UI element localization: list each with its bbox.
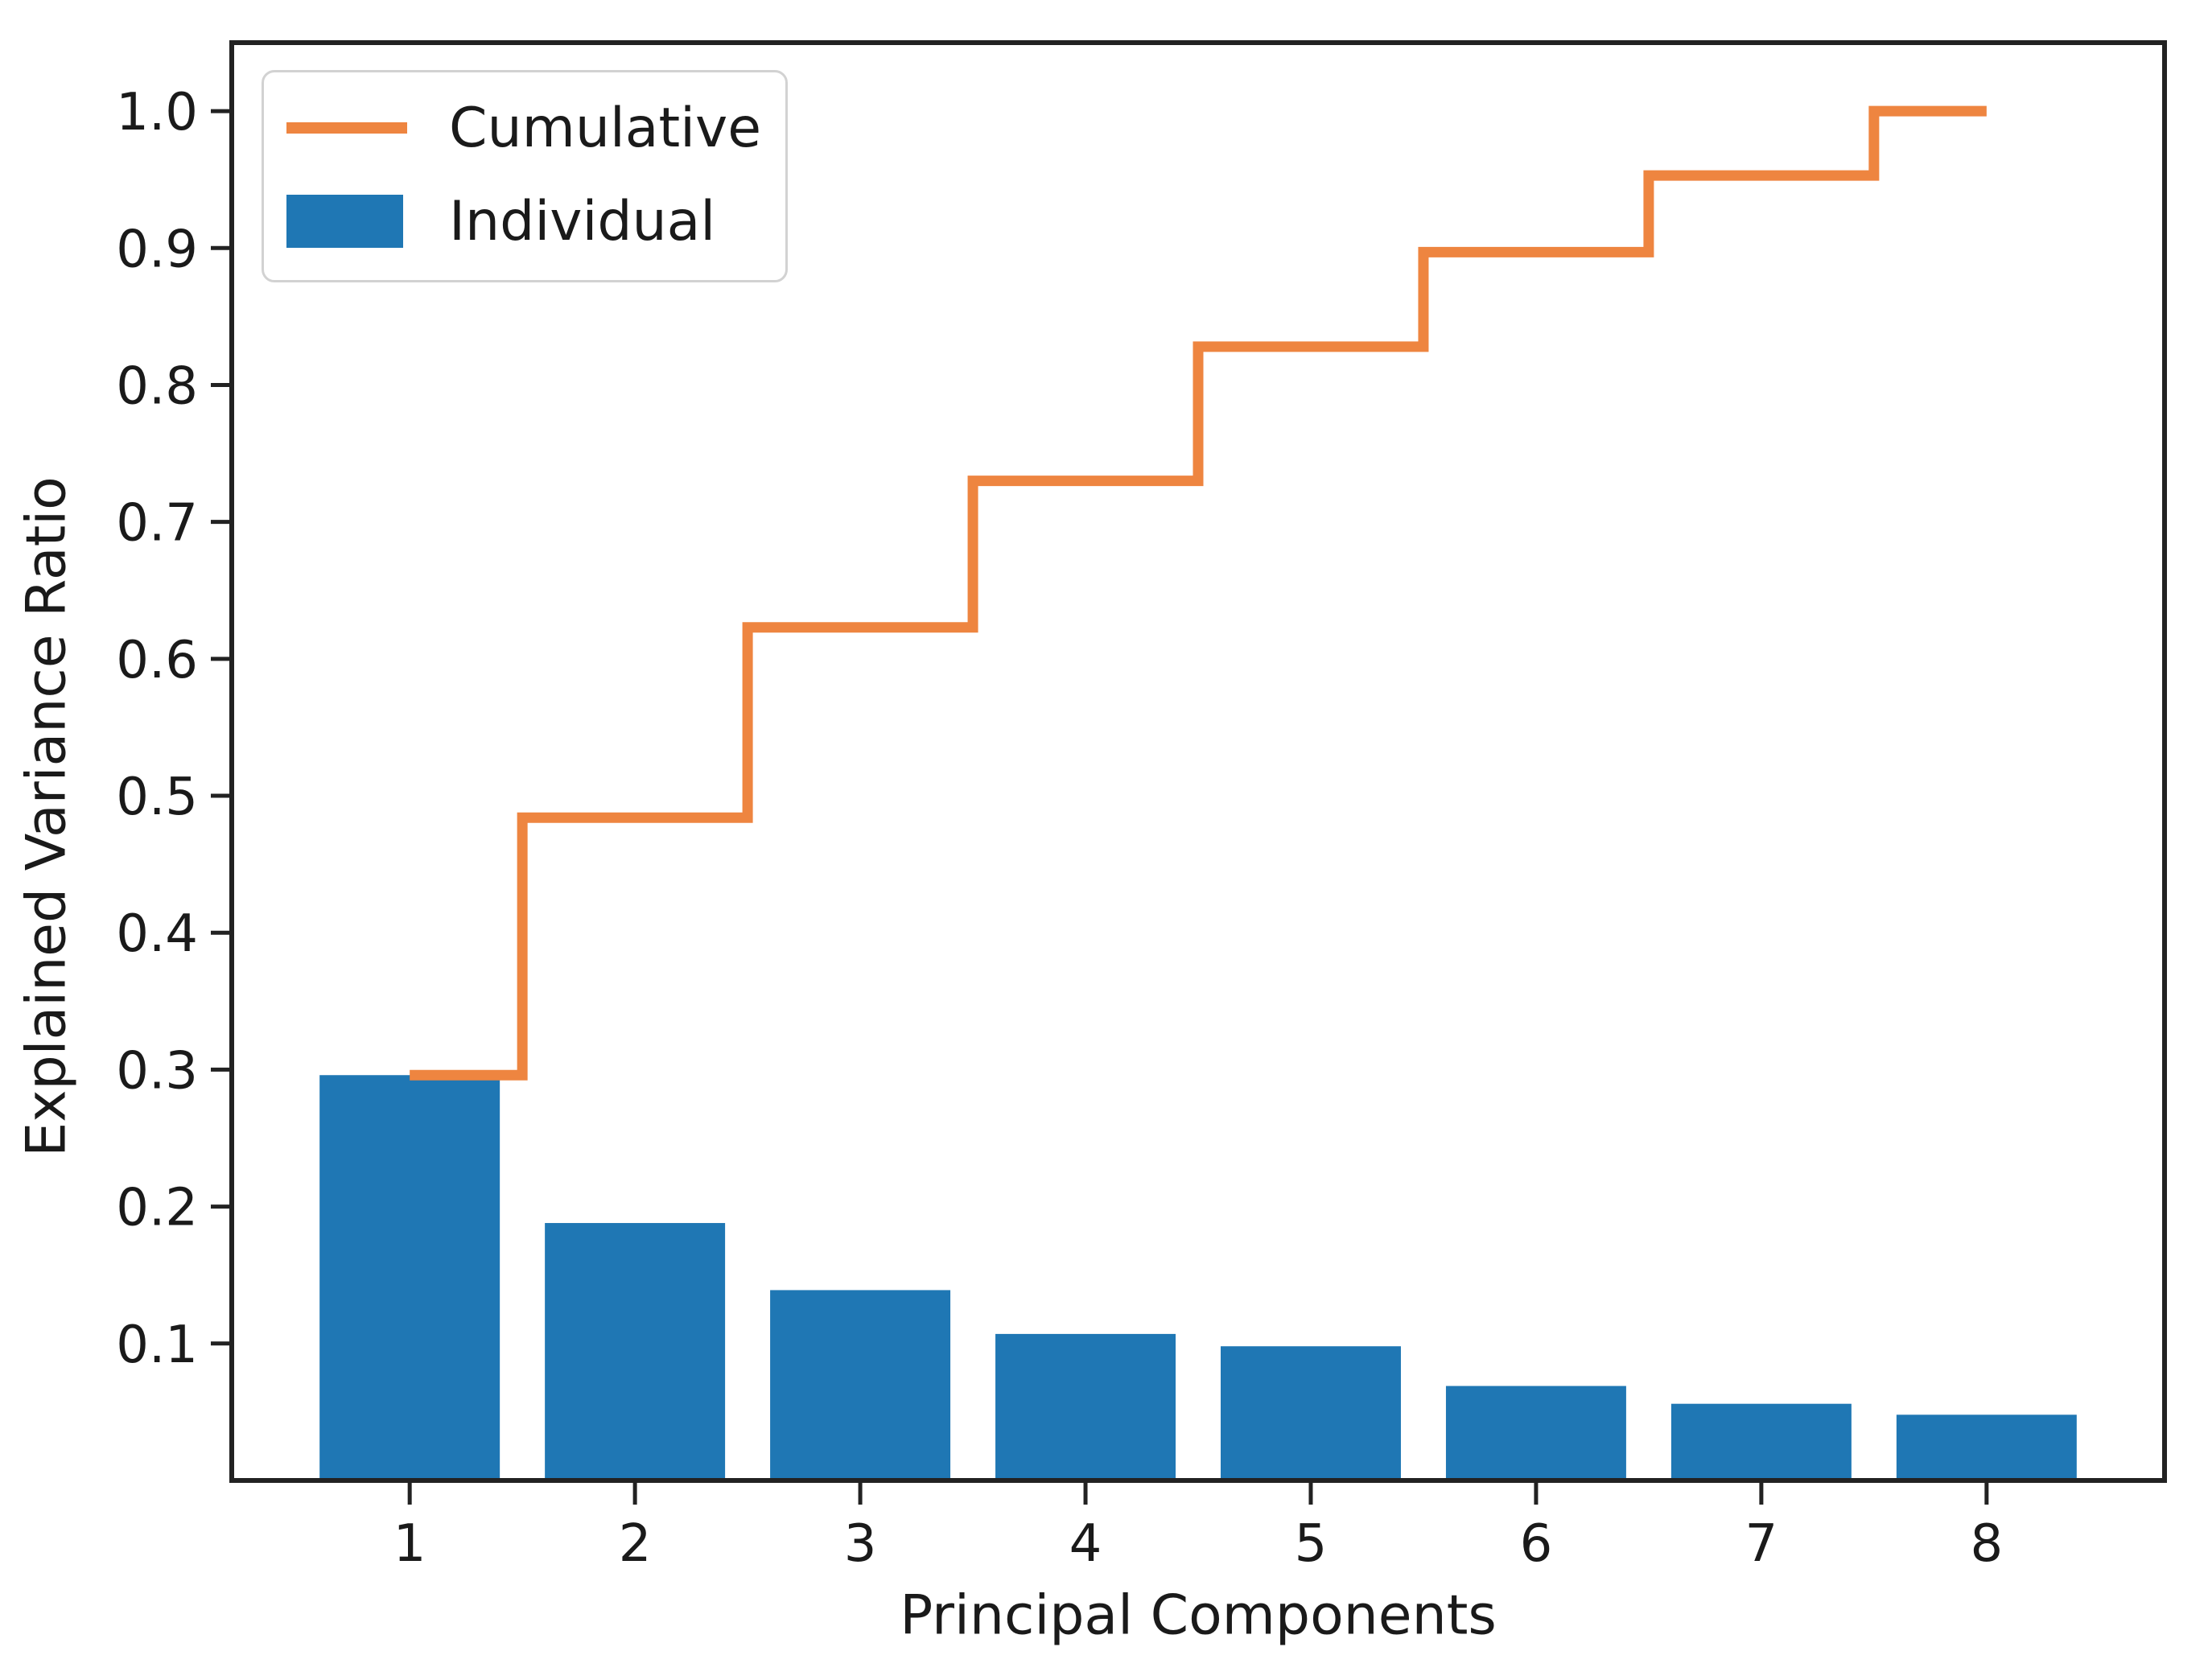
y-tick-label: 0.9: [116, 220, 198, 279]
x-tick-label: 8: [1970, 1514, 2003, 1574]
y-tick-label: 0.8: [116, 356, 198, 416]
x-tick-label: 3: [844, 1514, 877, 1574]
cumulative-step-line: [410, 105, 1987, 1081]
y-tick-label: 0.2: [116, 1179, 198, 1238]
x-tick-label: 2: [619, 1514, 652, 1574]
x-axis-label: Principal Components: [900, 1583, 1497, 1648]
legend-entry-individual: Individual: [286, 187, 761, 256]
x-tick-label: 4: [1069, 1514, 1102, 1574]
legend: Cumulative Individual: [262, 70, 789, 282]
x-tick-label: 1: [393, 1514, 426, 1574]
y-axis-label: Explained Variance Ratio: [14, 476, 79, 1157]
legend-label-cumulative: Cumulative: [449, 96, 762, 160]
individual-bar-pc2: [545, 1223, 726, 1480]
legend-label-individual: Individual: [449, 189, 716, 253]
y-tick-label: 0.6: [116, 631, 198, 690]
individual-bar-swatch: [286, 195, 403, 248]
y-tick-label: 0.3: [116, 1041, 198, 1101]
individual-bar-pc5: [1220, 1346, 1401, 1480]
individual-bar-pc8: [1896, 1414, 2077, 1480]
plot-border: [229, 40, 2167, 1483]
individual-bar-pc3: [770, 1290, 951, 1480]
legend-handle-column: [286, 195, 407, 248]
individual-bar-pc6: [1445, 1386, 1626, 1480]
y-tick-label: 0.1: [116, 1316, 198, 1375]
y-tick-label: 1.0: [116, 83, 198, 142]
x-tick-label: 7: [1745, 1514, 1778, 1574]
x-tick-label: 6: [1520, 1514, 1553, 1574]
legend-handle-column: [286, 122, 407, 134]
y-tick-label: 0.4: [116, 904, 198, 964]
cumulative-line-swatch: [286, 122, 407, 134]
x-tick-label: 5: [1295, 1514, 1328, 1574]
individual-bar-pc4: [995, 1333, 1176, 1480]
individual-bar-pc7: [1670, 1403, 1852, 1480]
individual-bar-pc1: [319, 1075, 501, 1480]
y-tick-label: 0.7: [116, 494, 198, 554]
y-tick-label: 0.5: [116, 768, 198, 827]
legend-entry-cumulative: Cumulative: [286, 93, 761, 163]
